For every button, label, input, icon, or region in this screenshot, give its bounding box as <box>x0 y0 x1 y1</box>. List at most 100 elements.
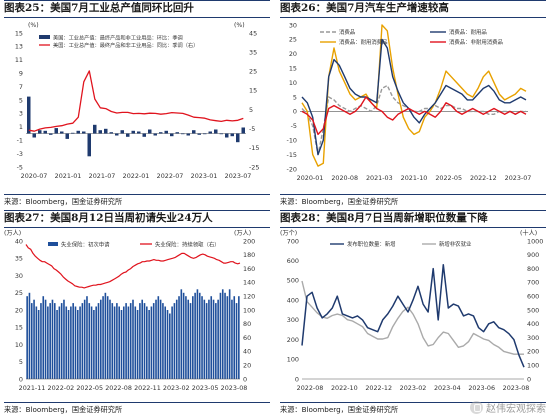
bar <box>159 299 162 379</box>
y-tick-label: 0 <box>295 375 299 383</box>
x-tick-label: 2021-03 <box>366 174 393 182</box>
bar <box>221 289 224 379</box>
bar <box>120 310 123 379</box>
chart-title: 图表26：美国7月汽车生产增速较高 <box>280 2 449 14</box>
bar <box>136 310 139 379</box>
bar <box>63 299 65 379</box>
y-tick-label: -1 <box>17 137 23 145</box>
x-tick-label: 2023-08 <box>503 384 530 392</box>
bar <box>224 292 226 380</box>
y-tick-label: 3 <box>19 110 23 118</box>
bar <box>116 303 118 379</box>
bar <box>185 296 187 379</box>
title-bottom-rule <box>4 227 270 228</box>
line-series <box>301 280 524 355</box>
title-bottom-rule <box>280 227 546 228</box>
y2-tick-label: 40 <box>243 348 251 356</box>
x-tick-label: 2023-02 <box>400 384 427 392</box>
bar <box>152 303 155 379</box>
bar <box>175 132 179 134</box>
x-tick-label: 2022-08 <box>105 384 132 392</box>
bar <box>171 306 173 379</box>
y-tick-label: 7 <box>19 83 23 91</box>
bar <box>197 133 201 135</box>
y2-tick-label: 20 <box>243 362 251 370</box>
bar <box>115 133 119 136</box>
bar <box>219 133 223 135</box>
x-tick-label: 2020-08 <box>331 174 358 182</box>
bar <box>141 299 144 379</box>
bar <box>95 306 97 379</box>
bar <box>194 292 196 380</box>
bar <box>113 306 116 379</box>
y-tick-label: 30 <box>15 272 23 280</box>
bar <box>153 133 157 136</box>
bar <box>159 132 163 134</box>
y-tick-label: -20 <box>287 165 297 173</box>
y-tick-label: 15 <box>15 29 23 37</box>
y-tick-label: -10 <box>287 137 297 145</box>
bar <box>189 303 192 379</box>
bar <box>208 131 212 134</box>
bar <box>106 296 109 379</box>
bar <box>65 133 69 139</box>
bar <box>212 299 215 379</box>
title-top-rule <box>4 0 270 1</box>
legend-label: 美国：工业总产值：最终产品和非工业用品：环比：季调 <box>53 34 183 42</box>
legend-label: 消费品：耐用消费品 <box>339 38 388 46</box>
x-tick-label: 2023-07 <box>505 174 532 182</box>
bar <box>226 296 229 379</box>
y2-tick-label: 5 <box>249 106 253 114</box>
bar <box>90 306 93 379</box>
bar <box>164 130 168 134</box>
y-tick-label: -5 <box>291 122 297 130</box>
x-tick-label: 2022-07 <box>157 172 184 180</box>
source-rule <box>4 194 270 195</box>
bar <box>175 299 178 379</box>
line-series <box>301 84 526 156</box>
bar <box>71 132 75 134</box>
bar <box>233 296 236 379</box>
bar <box>196 289 199 379</box>
bar <box>236 133 240 143</box>
chart-source: 来源：Bloomberg，国金证券研究所 <box>280 197 399 206</box>
wechat-icon <box>470 400 483 414</box>
legend-label: 新增非农就业 <box>439 240 472 248</box>
y-tick-label: 15 <box>289 65 297 73</box>
bar <box>38 130 42 134</box>
bar <box>155 299 157 379</box>
bar <box>30 303 33 379</box>
bar <box>231 299 233 379</box>
y2-tick-label: -5 <box>249 125 255 133</box>
bar <box>170 133 174 137</box>
x-tick-label: 2021-10 <box>401 174 428 182</box>
y-tick-label: 11 <box>15 56 23 64</box>
y-tick-label: 13 <box>15 43 23 51</box>
line-series <box>301 263 525 368</box>
x-tick-label: 2022-11 <box>134 384 161 392</box>
bar <box>93 310 95 379</box>
bar <box>93 124 97 134</box>
y2-tick-label: 300 <box>527 334 539 342</box>
source-rule <box>280 402 546 403</box>
y2-tick-label: 35 <box>249 48 257 56</box>
bar <box>210 296 213 379</box>
x-tick-label: 2022-12 <box>365 384 392 392</box>
bar <box>164 306 167 379</box>
y-tick-label: 400 <box>287 296 299 304</box>
bar <box>187 299 190 379</box>
bar <box>137 131 141 134</box>
source-rule <box>280 194 546 195</box>
bar <box>219 292 222 380</box>
bar <box>241 127 245 134</box>
bar <box>134 306 137 379</box>
bar <box>181 133 185 135</box>
y-tick-label: 10 <box>289 79 297 87</box>
bar <box>102 296 104 379</box>
bar <box>47 306 49 379</box>
bar <box>26 296 28 379</box>
bar <box>44 299 47 379</box>
y-tick-label: 10 <box>15 341 23 349</box>
y-tick-label: 300 <box>287 316 299 324</box>
bar <box>127 306 130 379</box>
